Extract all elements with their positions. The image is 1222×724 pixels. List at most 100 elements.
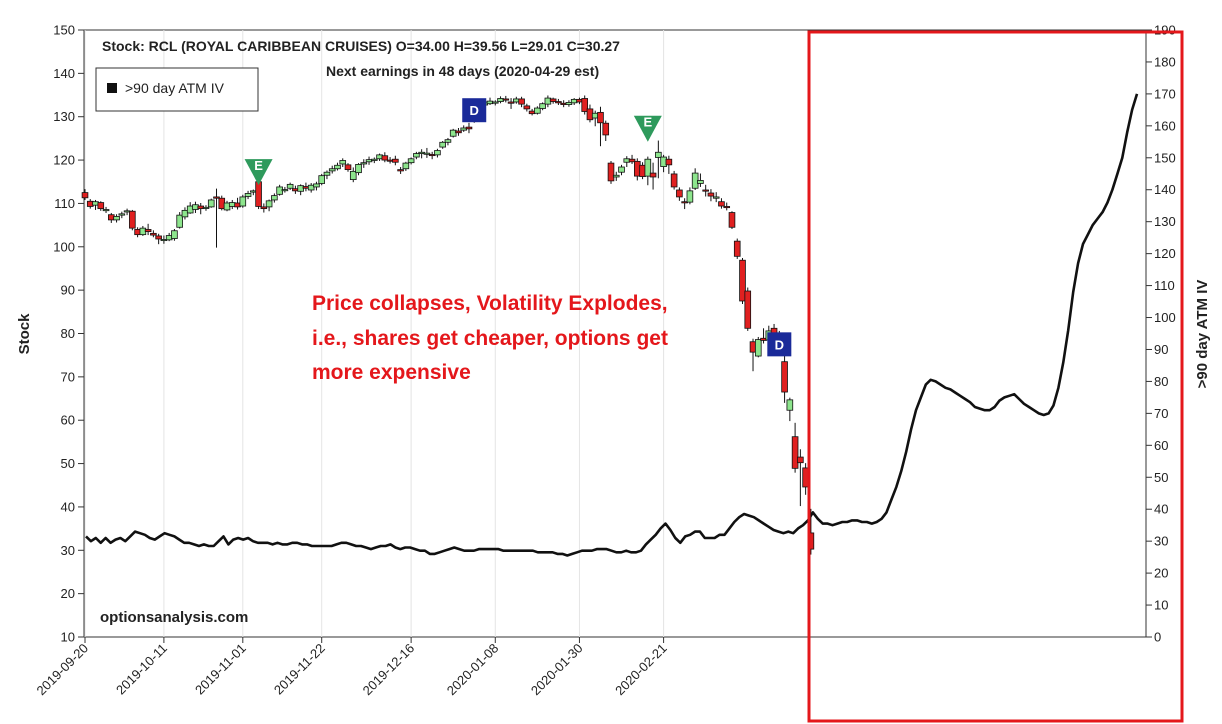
y-tick-label: 80 [61, 326, 75, 341]
candle [455, 127, 462, 136]
candle-body [370, 158, 378, 161]
candle-body [381, 155, 389, 161]
candle [344, 163, 352, 172]
y2-tick-label: 140 [1154, 182, 1176, 197]
candle-body [507, 101, 515, 104]
candle [102, 206, 110, 213]
left-y-axis: 150 140 130 120 110 100 90 80 70 60 50 40 30 20 10 [53, 23, 84, 645]
candle [413, 151, 420, 160]
candle [260, 203, 268, 213]
y2-tick-label: 10 [1154, 598, 1168, 613]
candle [523, 103, 531, 112]
annotation-line-2: i.e., shares get cheaper, options get [312, 327, 668, 350]
candle [791, 422, 799, 473]
event-markers: E D E D [244, 98, 792, 357]
candle [465, 122, 473, 134]
y2-tick-label: 60 [1154, 438, 1168, 453]
candle-body [397, 169, 404, 172]
candle [392, 155, 399, 166]
y2-tick-label: 90 [1154, 342, 1168, 357]
right-y-axis: 1901801701601501401301201101009080706050… [1146, 23, 1176, 645]
iv-series [85, 93, 1139, 557]
candle [113, 214, 120, 223]
candle-body [607, 162, 615, 182]
candle-body [402, 162, 410, 170]
candle [797, 449, 804, 507]
y-tick-label: 120 [53, 153, 75, 168]
candle-body [549, 98, 557, 102]
candle-body [213, 196, 220, 199]
candle-body [150, 232, 157, 236]
y2-tick-label: 70 [1154, 406, 1168, 421]
candle [355, 163, 362, 176]
y2-tick-label: 170 [1154, 86, 1176, 101]
candle [718, 198, 725, 209]
y-tick-label: 110 [54, 196, 75, 211]
candle [581, 95, 588, 115]
candle-body [155, 235, 162, 240]
candle-body [602, 122, 610, 136]
annotation: Price collapses, Volatility Explodes, i.… [312, 292, 668, 384]
candle-body [728, 212, 736, 228]
candle-body [754, 339, 762, 357]
candle-body [444, 139, 452, 143]
candle [171, 229, 178, 241]
candle-body [781, 361, 788, 393]
iv-line [85, 93, 1139, 557]
candle-body [539, 103, 546, 109]
candle [502, 95, 510, 103]
candle-body [644, 158, 652, 177]
annotation-line-1: Price collapses, Volatility Explodes, [312, 292, 668, 315]
y2-tick-label: 190 [1154, 23, 1176, 38]
candle [754, 336, 762, 358]
candle [176, 212, 183, 229]
candle [129, 209, 136, 231]
candle-body [323, 171, 331, 176]
candle-body [434, 150, 441, 156]
candle [349, 167, 357, 183]
candle [281, 186, 289, 193]
y-tick-label: 130 [53, 109, 75, 124]
candle [81, 189, 89, 200]
candle [555, 98, 562, 106]
y-tick-label: 50 [61, 456, 75, 471]
candle-body [313, 183, 320, 188]
candle-body [281, 189, 289, 192]
candle [339, 158, 347, 168]
y2-tick-label: 100 [1154, 310, 1176, 325]
y2-tick-label: 180 [1154, 54, 1176, 69]
candle-body [265, 200, 273, 208]
y2-tick-label: 50 [1154, 470, 1168, 485]
y-tick-label: 40 [61, 499, 75, 514]
dividend-marker-shape [462, 98, 487, 123]
candle-body [797, 456, 804, 464]
y2-tick-label: 150 [1154, 150, 1176, 165]
y-tick-label: 10 [61, 630, 75, 645]
candle [328, 165, 336, 174]
y2-tick-label: 20 [1154, 566, 1168, 581]
candle [181, 207, 189, 220]
candle [318, 173, 325, 186]
candle-body [239, 196, 247, 207]
candle-body [271, 195, 278, 201]
candle [728, 211, 736, 230]
dividend-marker: D [767, 332, 792, 357]
candle-body [744, 290, 752, 329]
candle-body [676, 189, 683, 198]
candle-body [628, 158, 636, 163]
candle [534, 106, 541, 115]
candle-body [255, 181, 262, 207]
candle [744, 287, 752, 331]
candle-body [712, 196, 720, 199]
candle-body [171, 230, 178, 239]
candle [786, 397, 794, 422]
candle-body [202, 206, 210, 209]
y-tick-label: 100 [53, 239, 75, 254]
candle [686, 187, 694, 205]
candle-body [439, 141, 446, 148]
candle [207, 198, 215, 208]
candle-body [176, 214, 183, 228]
legend: >90 day ATM IV [95, 67, 259, 112]
candle-body [786, 399, 794, 411]
